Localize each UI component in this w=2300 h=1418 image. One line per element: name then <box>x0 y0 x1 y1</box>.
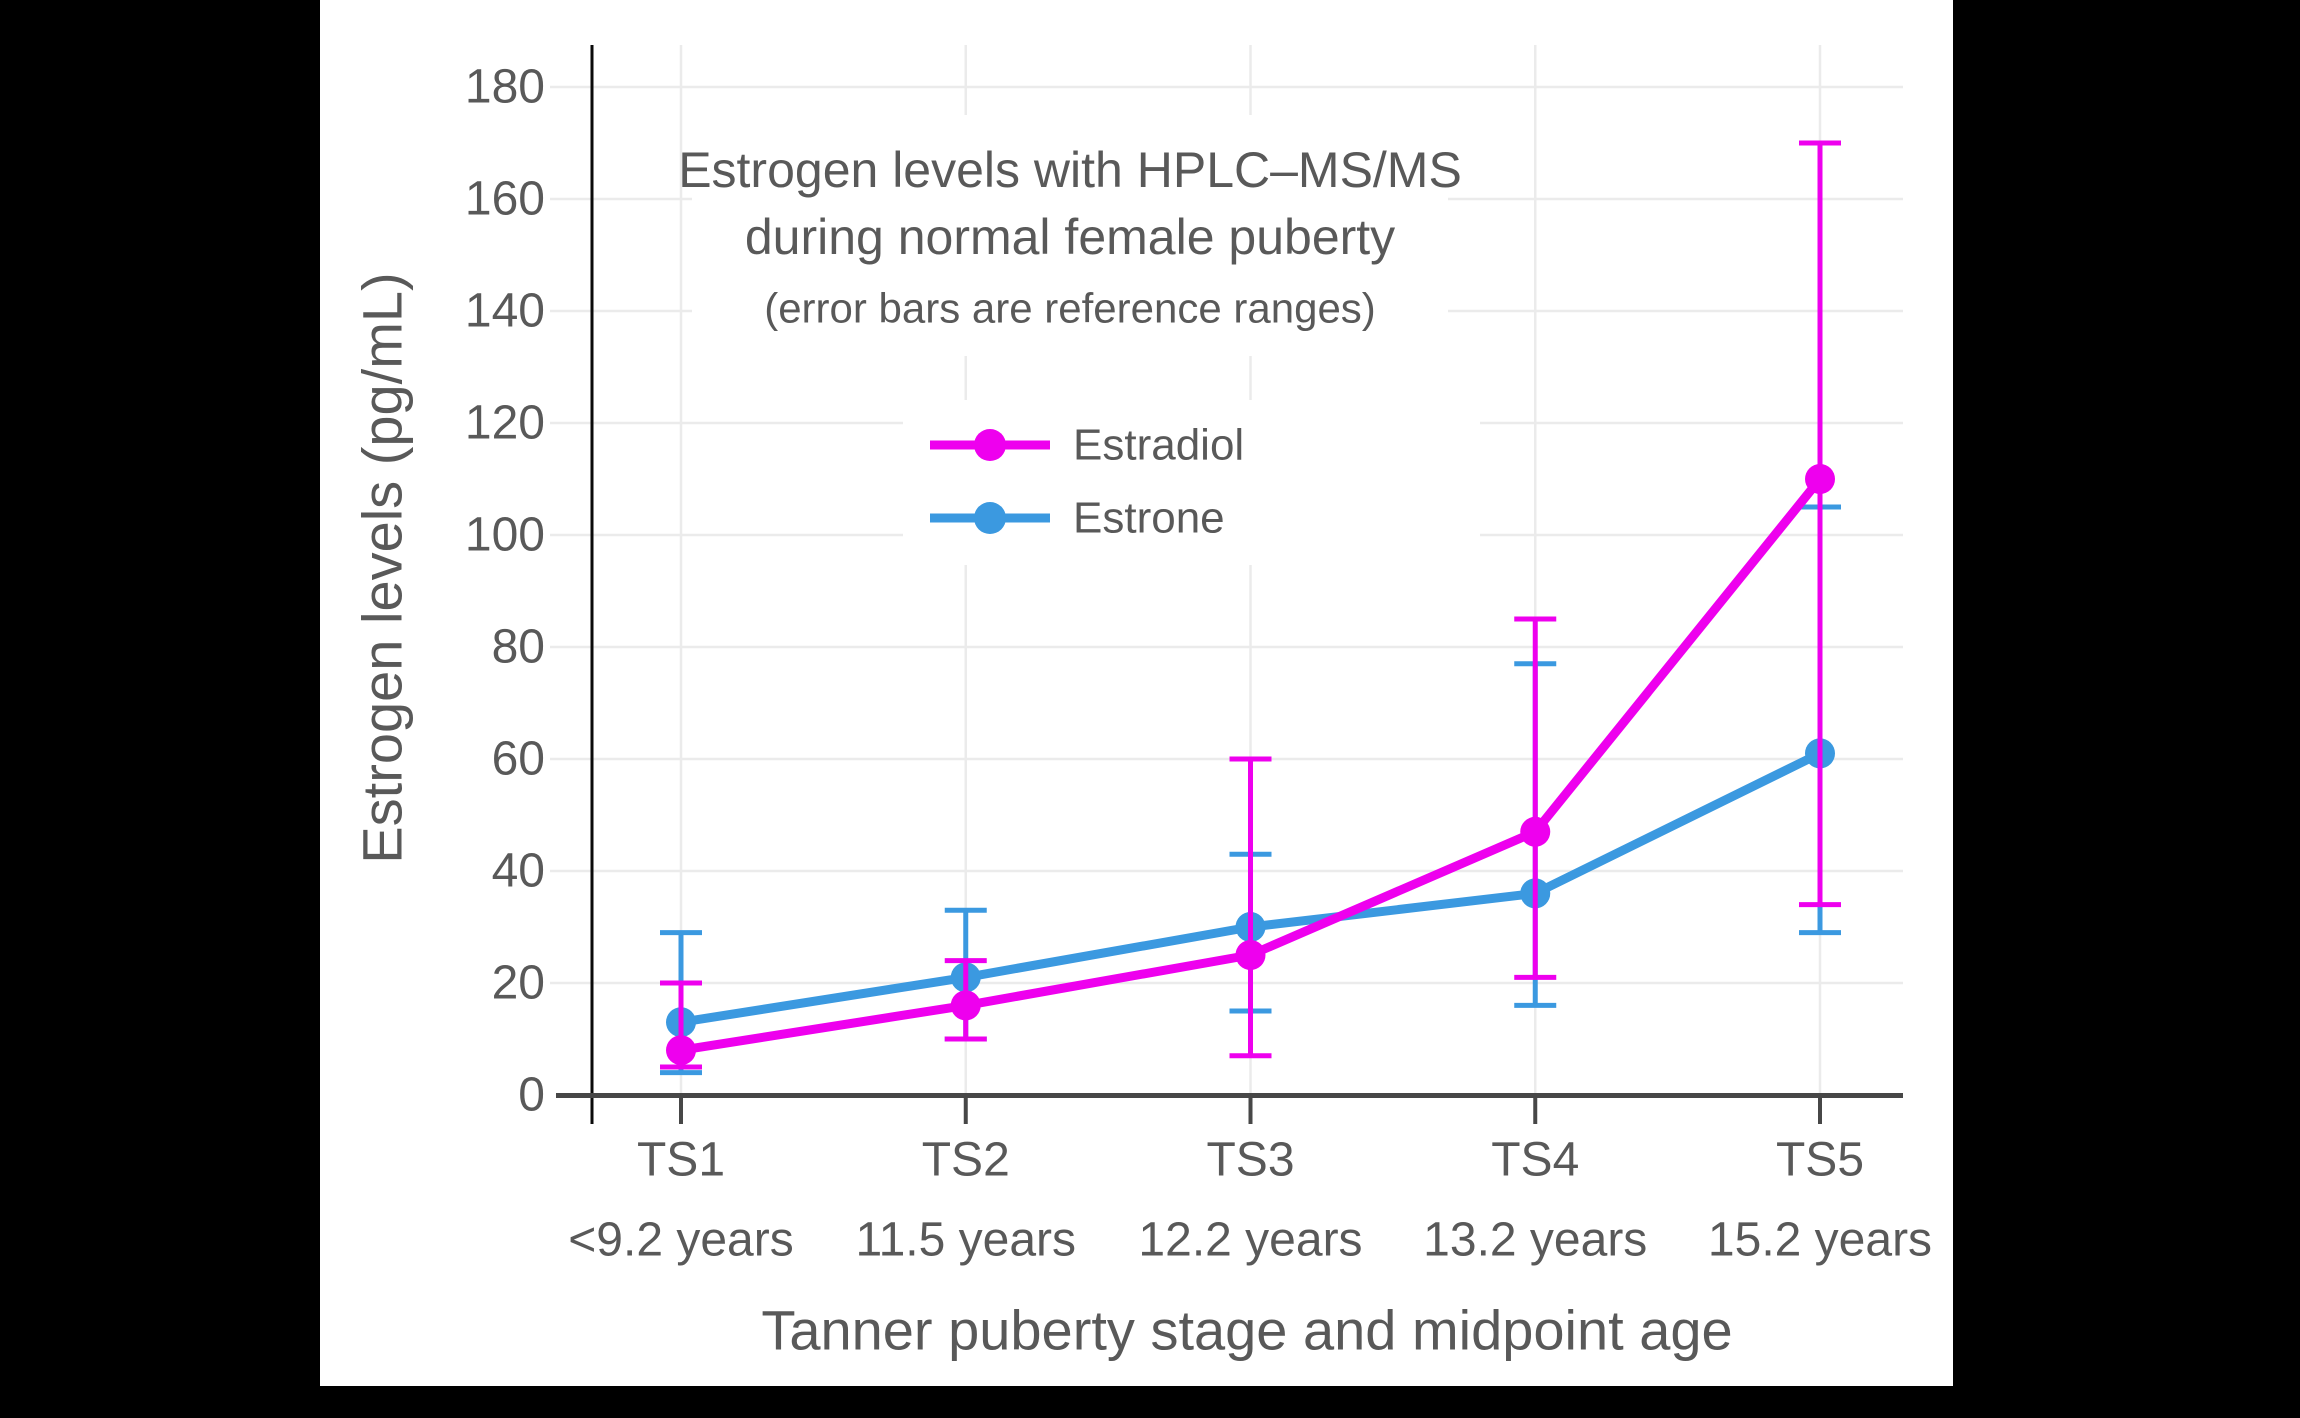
chart-title-line2: during normal female puberty <box>745 209 1395 265</box>
x-tick-label: TS5 <box>1776 1134 1864 1187</box>
x-tick-sublabel: 12.2 years <box>1138 1214 1362 1267</box>
legend-label-estrone: Estrone <box>1073 494 1225 543</box>
estradiol-legend-marker-icon <box>974 429 1006 461</box>
legend: Estradiol Estrone <box>930 421 1244 543</box>
y-tick-label: 140 <box>465 285 545 338</box>
x-tick-label: TS1 <box>637 1134 725 1187</box>
y-tick-label: 40 <box>492 845 545 898</box>
x-tick-sublabel: 11.5 years <box>855 1214 1076 1267</box>
series-layer <box>660 140 1841 1076</box>
tick-layer <box>679 1098 1822 1124</box>
y-tick-label: 100 <box>465 509 545 562</box>
legend-background <box>903 400 1480 565</box>
chart-subtitle: (error bars are reference ranges) <box>764 285 1376 332</box>
x-category-labels: TS1 <9.2 years TS2 11.5 years TS3 12.2 years T… <box>568 1134 1932 1267</box>
error-bar <box>1799 140 1841 908</box>
data-point-marker <box>950 990 981 1021</box>
data-point-marker <box>1805 464 1835 494</box>
data-point-marker <box>666 1035 696 1066</box>
x-axis-title: Tanner puberty stage and midpoint age <box>761 1299 1732 1362</box>
error-bar <box>1514 616 1557 980</box>
y-tick-labels: 0 20 40 60 80 100 120 140 160 180 <box>465 61 545 1122</box>
x-tick-sublabel: 15.2 years <box>1708 1214 1932 1267</box>
legend-label-estradiol: Estradiol <box>1073 421 1244 470</box>
y-axis-title: Estrogen levels (pg/mL) <box>351 272 414 863</box>
data-point-marker <box>1520 816 1551 847</box>
y-tick-label: 60 <box>492 733 545 786</box>
error-bar <box>1229 756 1272 1059</box>
x-tick-label: TS4 <box>1491 1134 1579 1187</box>
y-tick-label: 180 <box>465 61 545 114</box>
x-tick-sublabel: 13.2 years <box>1423 1214 1647 1267</box>
y-tick-label: 80 <box>492 621 545 674</box>
y-tick-label: 160 <box>465 173 545 226</box>
chart-title-line1: Estrogen levels with HPLC–MS/MS <box>678 142 1462 198</box>
legend-item-estradiol: Estradiol <box>930 421 1244 470</box>
data-point-marker <box>1235 940 1266 970</box>
x-tick-sublabel: <9.2 years <box>568 1214 793 1267</box>
y-tick-label: 0 <box>518 1069 545 1122</box>
y-tick-label: 120 <box>465 397 545 450</box>
x-tick-label: TS2 <box>922 1134 1010 1187</box>
legend-item-estrone: Estrone <box>930 494 1225 543</box>
estrone-legend-marker-icon <box>974 502 1006 534</box>
series-estradiol <box>660 140 1841 1070</box>
x-tick-label: TS3 <box>1206 1134 1294 1187</box>
y-tick-label: 20 <box>492 957 545 1010</box>
title-background <box>692 115 1448 356</box>
